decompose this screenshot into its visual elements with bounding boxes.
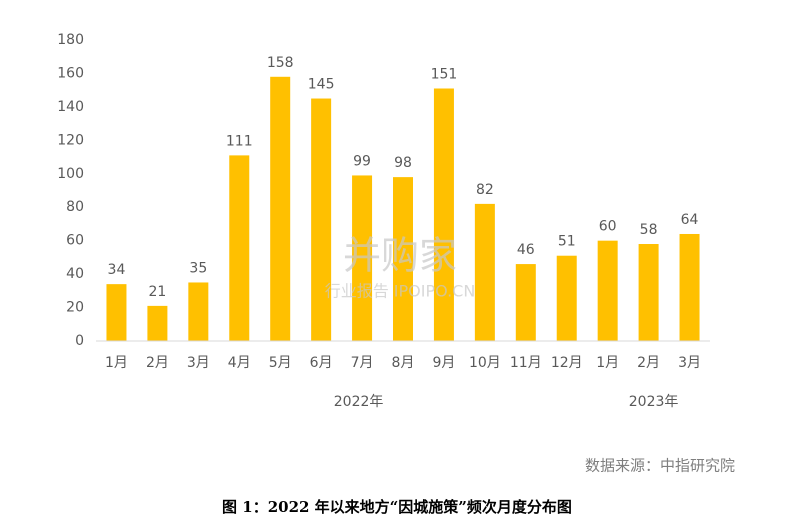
value-label: 145: [308, 77, 335, 93]
value-label: 58: [640, 222, 658, 238]
value-label: 98: [394, 155, 412, 171]
bar: [679, 233, 700, 341]
y-tick-label: 160: [57, 65, 84, 81]
bar: [229, 155, 250, 341]
x-tick-label: 3月: [187, 355, 210, 371]
bar: [393, 177, 413, 341]
bar: [106, 284, 127, 341]
x-tick-label: 3月: [678, 355, 701, 371]
bar: [597, 240, 618, 341]
y-tick-label: 60: [66, 233, 84, 249]
x-tick-label: 1月: [105, 355, 128, 371]
bar: [474, 203, 495, 341]
x-tick-label: 5月: [269, 355, 292, 371]
source-note: 数据来源：中指研究院: [585, 457, 735, 475]
x-tick-label: 12月: [551, 355, 583, 371]
y-tick-label: 80: [66, 199, 84, 215]
y-tick-label: 120: [57, 132, 84, 148]
value-label: 158: [267, 55, 294, 71]
value-label: 34: [108, 262, 126, 278]
x-tick-label: 10月: [469, 355, 501, 371]
bar: [352, 175, 373, 341]
bar: [433, 88, 454, 341]
x-tick-label: 9月: [432, 355, 455, 371]
value-label: 82: [476, 182, 494, 198]
y-tick-label: 100: [57, 166, 84, 182]
bar: [270, 76, 291, 342]
x-tick-label: 4月: [228, 355, 251, 371]
bar: [515, 264, 536, 341]
y-tick-label: 140: [57, 99, 84, 115]
value-label: 51: [558, 234, 576, 250]
x-tick-label: 2月: [146, 355, 169, 371]
value-label: 64: [681, 212, 699, 228]
x-tick-label: 11月: [510, 355, 542, 371]
x-tick-label: 7月: [351, 355, 374, 371]
value-label: 60: [599, 219, 617, 235]
watermark-brand: 并购家: [343, 234, 457, 278]
watermark-site: 行业报告 IPOIPO.CN: [325, 282, 476, 301]
y-tick-label: 20: [66, 300, 84, 316]
value-label: 35: [189, 260, 207, 276]
x-tick-label: 6月: [310, 355, 333, 371]
x-tick-label: 1月: [596, 355, 619, 371]
value-label: 99: [353, 153, 371, 169]
figure-caption: 图 1：2022 年以来地方“因城施策”频次月度分布图: [222, 498, 572, 516]
y-tick-label: 180: [57, 32, 84, 48]
bar: [638, 244, 659, 341]
bar: [556, 255, 577, 341]
bar: [147, 305, 168, 341]
x-tick-label: 2月: [637, 355, 660, 371]
x-tick-label: 8月: [392, 355, 415, 371]
y-tick-label: 0: [75, 333, 84, 349]
value-label: 151: [431, 66, 458, 82]
group-label: 2023年: [629, 394, 679, 410]
y-tick-label: 40: [66, 266, 84, 282]
value-label: 46: [517, 242, 535, 258]
value-label: 111: [226, 133, 253, 149]
bar: [311, 98, 332, 342]
bar: [188, 282, 209, 341]
group-label: 2022年: [334, 394, 384, 410]
value-label: 21: [148, 284, 166, 300]
